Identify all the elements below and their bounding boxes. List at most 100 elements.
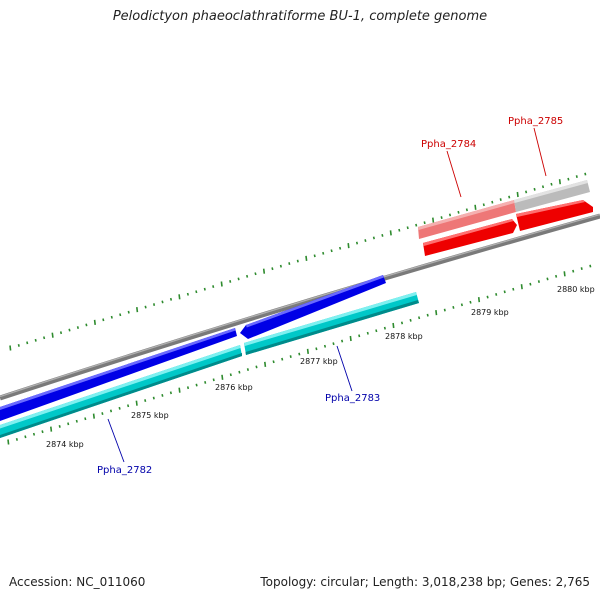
tick-mark: [381, 234, 384, 237]
tick-mark: [550, 182, 553, 186]
tick-mark: [84, 417, 87, 421]
tick-mark: [255, 365, 258, 369]
tick-mark: [491, 200, 494, 204]
tick-mark: [440, 216, 443, 219]
tick-mark: [432, 217, 435, 223]
tick-mark: [339, 246, 342, 250]
tick-mark: [558, 179, 561, 185]
kbp-label: 2874 kbp: [46, 440, 84, 449]
leader-line-Ppha_2783: [336, 345, 353, 392]
tick-mark: [426, 313, 429, 317]
tick-mark: [68, 328, 71, 332]
tick-mark: [398, 228, 401, 232]
kbp-label: 2878 kbp: [385, 332, 423, 341]
tick-mark: [512, 287, 515, 291]
tick-mark: [313, 254, 316, 258]
tick-mark: [110, 315, 113, 319]
tick-mark: [366, 331, 369, 335]
kbp-label: 2876 kbp: [215, 383, 253, 392]
tick-mark: [525, 190, 528, 194]
tick-mark: [34, 338, 37, 342]
tick-mark: [119, 313, 122, 317]
genome-backbone: [0, 213, 600, 401]
tick-mark: [477, 297, 481, 303]
gene-label-Ppha_2784[interactable]: Ppha_2784: [421, 139, 476, 150]
tick-mark: [186, 386, 190, 390]
tick-mark: [212, 378, 215, 382]
gene-label-Ppha_2783[interactable]: Ppha_2783: [325, 393, 380, 404]
tick-mark: [305, 255, 308, 261]
tick-mark: [204, 381, 207, 384]
tick-mark: [508, 195, 511, 199]
tick-mark: [271, 267, 274, 271]
tick-mark: [400, 321, 404, 325]
tick-mark: [584, 172, 587, 176]
tick-mark: [246, 368, 249, 371]
gene-label-Ppha_2782[interactable]: Ppha_2782: [97, 465, 152, 476]
gene-Ppha_2783[interactable]: [240, 275, 419, 355]
leader-line-Ppha_2784: [446, 150, 462, 198]
tick-mark: [186, 292, 189, 296]
gene-label-Ppha_2785[interactable]: Ppha_2785: [508, 116, 563, 127]
tick-mark: [109, 409, 113, 413]
tick-mark: [465, 208, 468, 212]
tick-mark: [127, 310, 130, 314]
tick-mark: [355, 241, 359, 245]
gene-bar-Ppha_2784[interactable]: [418, 200, 516, 239]
tick-mark: [144, 399, 147, 402]
tick-mark: [330, 249, 333, 253]
tick-mark: [495, 293, 498, 296]
cds-Ppha_2782[interactable]: [0, 328, 237, 421]
tick-mark: [289, 355, 292, 358]
tick-mark: [17, 344, 20, 347]
tick-mark: [323, 344, 327, 348]
tick-mark: [229, 373, 232, 377]
tick-mark: [349, 335, 352, 342]
tick-mark: [32, 432, 36, 436]
gene-Ppha_2782[interactable]: [0, 328, 242, 438]
tick-mark: [392, 322, 395, 329]
accession-text: Accession: NC_011060: [9, 575, 146, 589]
tick-mark: [406, 226, 409, 230]
tick-mark: [435, 310, 438, 316]
tick-mark: [306, 348, 309, 354]
tick-mark: [452, 306, 455, 309]
tick-mark: [418, 316, 421, 320]
tick-mark: [486, 295, 489, 299]
tick-mark: [460, 303, 463, 307]
tick-mark: [533, 187, 536, 191]
tick-mark: [15, 438, 18, 441]
tick-mark: [567, 177, 570, 181]
gene-bar-Ppha_2783[interactable]: [244, 292, 419, 355]
tick-mark: [474, 204, 477, 210]
tick-mark: [272, 360, 275, 364]
tick-mark: [24, 435, 27, 439]
tick-mark: [178, 387, 181, 393]
tick-mark: [423, 221, 426, 225]
tick-mark: [341, 339, 344, 343]
tick-mark: [364, 239, 367, 242]
cds-Ppha_2783[interactable]: [240, 275, 386, 339]
tick-mark: [246, 274, 249, 278]
genome-summary-text: Topology: circular; Length: 3,018,238 bp…: [260, 575, 590, 589]
gene-Ppha_2785[interactable]: [514, 180, 593, 231]
kbp-label: 2875 kbp: [131, 411, 169, 420]
cds-Ppha_2785[interactable]: [516, 200, 593, 231]
tick-mark: [212, 285, 215, 288]
tick-mark: [220, 281, 223, 287]
cds-Ppha_2784[interactable]: [423, 219, 517, 256]
tick-mark: [457, 210, 460, 214]
tick-mark: [546, 277, 549, 281]
tick-mark: [50, 426, 53, 432]
gene-Ppha_2784[interactable]: [418, 200, 517, 256]
gene-bar-Ppha_2785[interactable]: [514, 180, 590, 212]
tick-mark: [375, 329, 378, 333]
tick-mark: [161, 300, 164, 304]
tick-mark: [415, 223, 418, 227]
tick-mark: [169, 297, 173, 301]
tick-mark: [409, 318, 412, 322]
tick-mark: [296, 259, 299, 263]
tick-marks: [7, 172, 592, 445]
tick-mark: [135, 400, 138, 406]
tick-mark: [118, 406, 121, 410]
